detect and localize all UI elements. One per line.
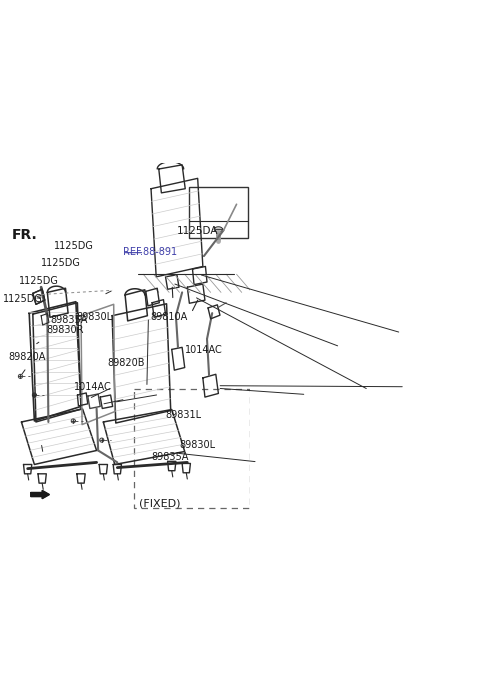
Polygon shape bbox=[214, 226, 223, 232]
Text: 89835A: 89835A bbox=[50, 316, 88, 325]
Text: 1014AC: 1014AC bbox=[74, 382, 112, 392]
Text: 89835A: 89835A bbox=[151, 452, 189, 462]
Text: 89830L: 89830L bbox=[180, 440, 216, 450]
Text: 1125DG: 1125DG bbox=[40, 258, 80, 268]
Text: 89830R: 89830R bbox=[47, 325, 84, 335]
Text: REF.88-891: REF.88-891 bbox=[122, 247, 177, 257]
Text: 89810A: 89810A bbox=[150, 312, 187, 322]
Bar bbox=[134, 389, 250, 508]
Bar bbox=[189, 187, 248, 238]
Text: 1125DA: 1125DA bbox=[177, 226, 218, 236]
Text: 1014AC: 1014AC bbox=[185, 345, 223, 356]
Polygon shape bbox=[32, 393, 36, 397]
Polygon shape bbox=[100, 438, 104, 442]
Text: 89831L: 89831L bbox=[165, 410, 201, 420]
Text: 89830L: 89830L bbox=[77, 312, 113, 322]
Polygon shape bbox=[18, 375, 23, 379]
Text: 1125DG: 1125DG bbox=[3, 294, 43, 304]
Text: 1125DG: 1125DG bbox=[19, 276, 59, 286]
Text: 1125DG: 1125DG bbox=[54, 241, 94, 251]
Text: 89820A: 89820A bbox=[8, 352, 46, 362]
Polygon shape bbox=[71, 419, 75, 423]
Text: (FIXED): (FIXED) bbox=[139, 498, 180, 508]
Polygon shape bbox=[31, 490, 49, 499]
Text: 89820B: 89820B bbox=[108, 358, 145, 368]
Text: FR.: FR. bbox=[12, 228, 37, 241]
